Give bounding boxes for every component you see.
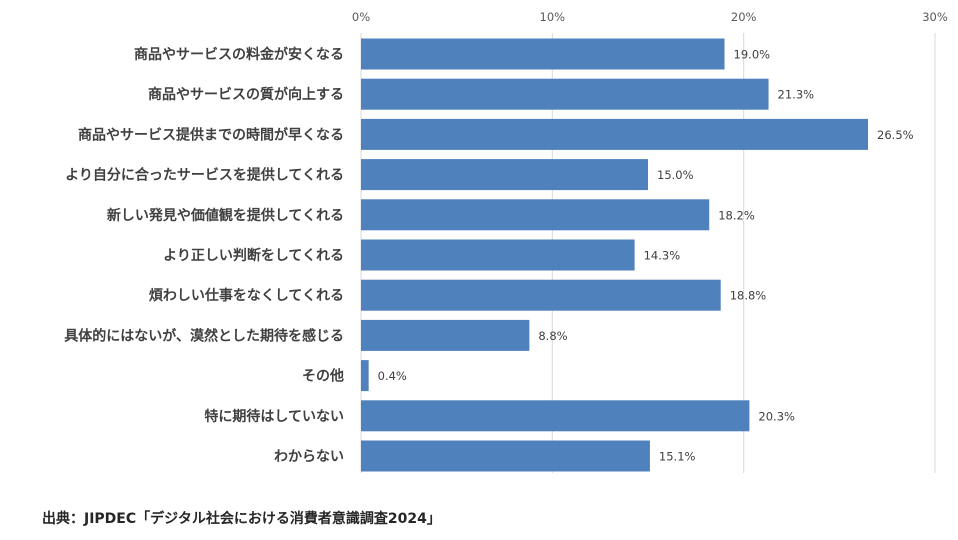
- x-tick-label: 30%: [922, 10, 948, 24]
- data-label: 14.3%: [644, 249, 681, 263]
- data-label: 8.8%: [538, 329, 567, 343]
- category-label: 特に期待はしていない: [204, 408, 344, 425]
- x-tick-label: 10%: [540, 10, 566, 24]
- category-labels: 商品やサービスの料金が安くなる商品やサービスの質が向上する商品やサービス提供まで…: [63, 46, 344, 465]
- category-label: 商品やサービスの質が向上する: [148, 86, 344, 103]
- bar-chart: 0% 10% 20% 30% 商品やサービスの料金が安くなる商品やサービスの質が向上す…: [63, 10, 948, 473]
- bar: [361, 159, 648, 191]
- data-label: 0.4%: [378, 369, 407, 383]
- data-label: 21.3%: [778, 88, 815, 102]
- bar: [361, 279, 721, 311]
- x-tick-label: 0%: [352, 10, 370, 24]
- bar: [361, 118, 869, 150]
- category-label: 新しい発見や価値観を提供してくれる: [107, 207, 344, 224]
- bar: [361, 199, 710, 231]
- x-tick-label: 20%: [731, 10, 757, 24]
- bar: [361, 440, 650, 472]
- category-label: より正しい判断をしてくれる: [163, 247, 344, 264]
- data-labels: 19.0% 21.3% 26.5% 15.0% 18.2% 14.3% 18.8% 8.8% 0…: [378, 48, 914, 464]
- category-label: 商品やサービスの料金が安くなる: [134, 46, 344, 63]
- category-label: わからない: [274, 449, 344, 465]
- bar: [361, 319, 530, 351]
- x-axis-ticks: 0% 10% 20% 30%: [352, 10, 948, 24]
- data-label: 18.8%: [730, 289, 767, 303]
- category-label: その他: [302, 368, 344, 385]
- data-label: 15.0%: [657, 168, 694, 182]
- data-label: 18.2%: [718, 208, 755, 222]
- source-note: 出典：JIPDEC「デジタル社会における消費者意識調査2024」: [42, 511, 441, 527]
- data-label: 19.0%: [734, 48, 771, 62]
- data-label: 26.5%: [877, 128, 914, 142]
- category-label: 具体的にはないが、漠然とした期待を感じる: [63, 327, 344, 344]
- category-label: 煩わしい仕事をなくしてくれる: [149, 287, 344, 304]
- bars: [361, 38, 869, 472]
- data-label: 15.1%: [659, 450, 696, 464]
- bar: [361, 38, 725, 70]
- data-label: 20.3%: [758, 409, 795, 423]
- category-label: より自分に合ったサービスを提供してくれる: [65, 167, 344, 184]
- category-label: 商品やサービス提供までの時間が早くなる: [78, 126, 344, 143]
- bar: [361, 239, 635, 271]
- bar: [361, 360, 369, 392]
- bar: [361, 400, 750, 432]
- bar: [361, 78, 769, 110]
